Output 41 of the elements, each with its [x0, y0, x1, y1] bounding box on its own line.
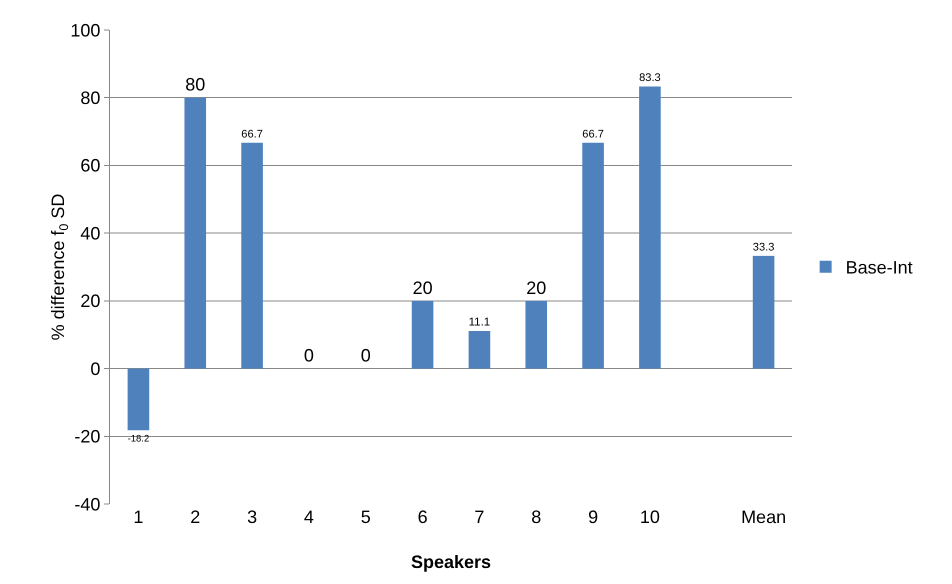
y-tick-label: 20 [80, 291, 100, 312]
x-tick-label: 7 [474, 507, 484, 527]
legend-label: Base-Int [846, 258, 913, 278]
data-label: 11.1 [468, 316, 490, 328]
bar [184, 98, 206, 369]
x-tick-label: 6 [418, 507, 428, 527]
data-label: 83.3 [639, 72, 661, 84]
y-tick-label: 100 [70, 20, 100, 40]
data-label: 80 [185, 74, 206, 95]
bar [241, 142, 263, 369]
y-tick-label: 0 [90, 358, 100, 379]
data-label: 0 [360, 346, 371, 366]
x-axis-title: Speakers [410, 552, 492, 572]
bar [128, 368, 150, 430]
x-tick-label: 4 [304, 507, 314, 527]
data-label: -18.2 [128, 434, 150, 445]
y-tick-label: 40 [80, 223, 100, 244]
y-tick-label: 60 [80, 156, 100, 176]
x-tick-label: Mean [741, 507, 786, 527]
data-label: 20 [412, 278, 433, 298]
x-tick-label: 9 [588, 507, 598, 527]
bar [468, 330, 490, 369]
bar [752, 256, 774, 369]
y-tick-label: -40 [74, 494, 100, 514]
bar [412, 300, 434, 369]
bar [582, 142, 604, 369]
x-tick-label: 3 [247, 507, 258, 527]
bar [525, 300, 548, 369]
data-label: 33.3 [752, 241, 774, 254]
data-label: 66.7 [241, 128, 263, 140]
data-label: 20 [526, 278, 546, 298]
y-tick-label: -20 [74, 426, 100, 447]
x-tick-label: 1 [133, 507, 144, 527]
x-tick-label: 2 [190, 507, 200, 527]
bar [639, 86, 661, 369]
x-tick-label: 5 [360, 507, 371, 527]
y-tick-label: 80 [80, 88, 100, 108]
x-tick-label: 8 [531, 507, 542, 527]
x-tick-label: 10 [640, 507, 660, 527]
data-label: 0 [304, 346, 314, 366]
data-label: 66.7 [582, 128, 604, 140]
